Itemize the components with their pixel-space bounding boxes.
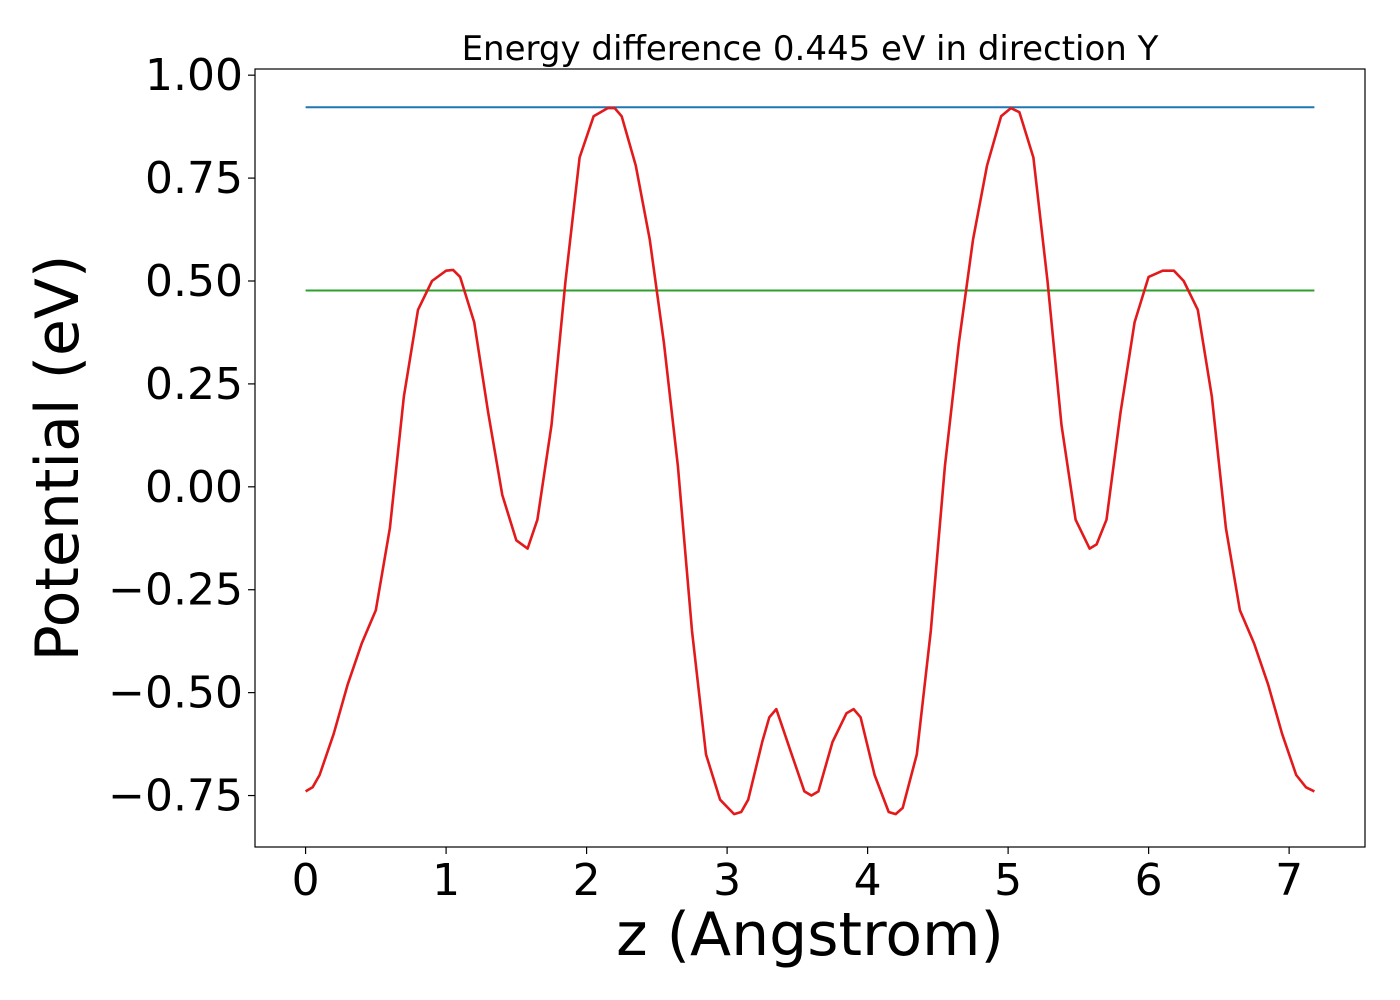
plot-frame	[254, 68, 1366, 848]
x-tick-label: 1	[432, 855, 460, 906]
x-tick-label: 5	[994, 855, 1022, 906]
y-tick-label: 0.75	[145, 153, 243, 204]
y-axis-label: Potential (eV)	[23, 255, 93, 662]
x-tick-label: 0	[292, 855, 320, 906]
x-tick-label: 4	[854, 855, 882, 906]
x-tick-label: 6	[1135, 855, 1163, 906]
x-tick-label: 3	[713, 855, 741, 906]
series-layer	[304, 106, 1315, 816]
y-tick-label: 1.00	[145, 50, 243, 101]
x-tick-label: 2	[573, 855, 601, 906]
y-tick-label: 0.50	[145, 256, 243, 307]
y-tick-label: −0.25	[108, 565, 243, 616]
y-tick-label: 0.25	[145, 359, 243, 410]
y-tick-label: −0.75	[108, 771, 243, 822]
chart-title: Energy difference 0.445 eV in direction …	[462, 29, 1159, 69]
x-tick-label: 7	[1275, 855, 1303, 906]
y-tick-label: 0.00	[145, 462, 243, 513]
x-axis-label: z (Angstrom)	[616, 900, 1004, 970]
x-axis: 0 1 2 3 4 5 6 7	[292, 847, 1303, 906]
y-tick-label: −0.50	[108, 668, 243, 719]
y-axis: 1.00 0.75 0.50 0.25 0.00 −0.25 −0.50 −0.75	[108, 50, 255, 822]
series-line-3	[304, 106, 1315, 816]
